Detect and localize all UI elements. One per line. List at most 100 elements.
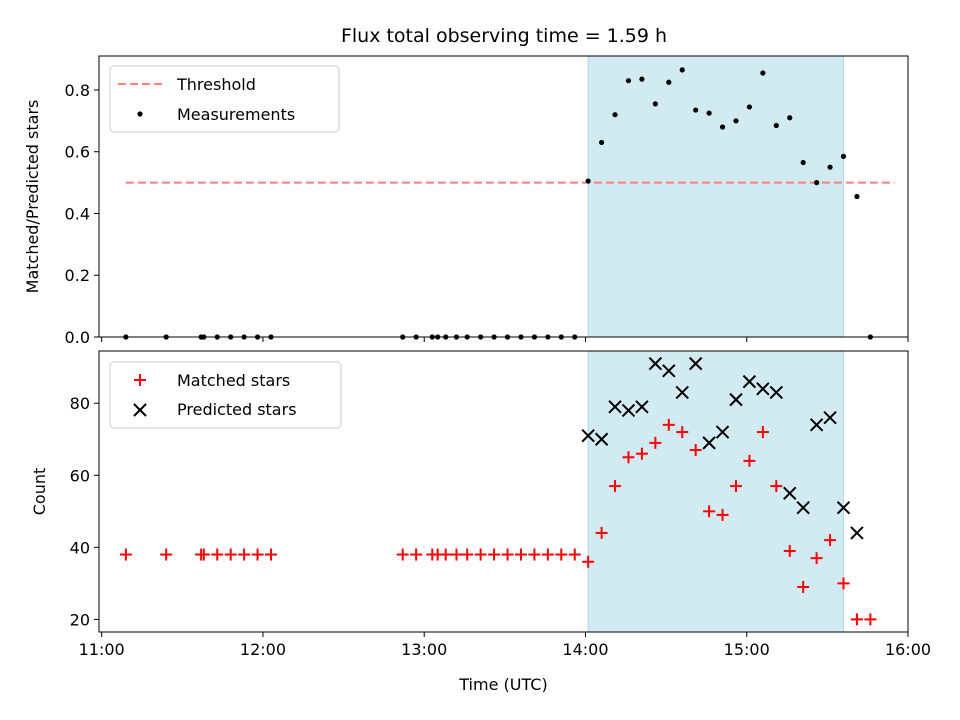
predicted-star-point: [594, 432, 609, 446]
predicted-star-point: [688, 356, 703, 371]
measurement-point: [787, 115, 793, 121]
matched-star-point: [396, 548, 409, 561]
y-tick-label: 60: [70, 466, 90, 485]
measurement-point: [814, 180, 820, 186]
matched-star-point: [716, 508, 729, 521]
y-tick-label: 40: [70, 538, 90, 557]
measurement-point: [585, 178, 591, 184]
measurements-legend-swatch: [137, 111, 143, 117]
observing-window-shade: [587, 350, 844, 633]
matched-star-point: [439, 548, 452, 561]
ratio-legend-box: [109, 65, 340, 133]
predicted-star-point: [675, 385, 689, 400]
matched-star-point: [514, 548, 527, 561]
matched-legend-swatch: [134, 374, 146, 386]
measurement-point: [719, 124, 726, 130]
matched-star-point: [609, 480, 622, 493]
predicted-star-point: [756, 382, 770, 396]
matched-star-point: [541, 548, 554, 561]
predicted-legend-swatch: [133, 403, 147, 417]
predicted-star-point: [850, 526, 864, 540]
matched-star-point: [770, 480, 783, 493]
count-legend: Matched stars Predicted stars: [109, 361, 342, 429]
count-axis-ticks: 11:00 12:00 13:00 14:00 15:00 16:00 20 40 60 80: [70, 394, 931, 659]
x-axis-label: Time (UTC): [458, 675, 547, 694]
predicted-star-point: [783, 486, 797, 501]
matched-star-point: [251, 548, 264, 561]
matched-star-point: [568, 548, 581, 561]
predicted-star-point: [581, 428, 595, 443]
threshold-legend-label: Threshold: [176, 75, 256, 94]
matched-star-point: [450, 548, 463, 561]
count-points-layer: [119, 356, 877, 626]
x-tick-label: 13:00: [401, 640, 447, 659]
ratio-y-axis-label: Matched/Predicted stars: [23, 100, 42, 294]
predicted-star-point: [662, 364, 676, 378]
matched-star-point: [160, 548, 173, 561]
measurement-point: [854, 193, 860, 200]
y-tick-label: 80: [70, 394, 90, 413]
matched-star-point: [837, 577, 850, 590]
matched-star-point: [197, 548, 210, 561]
measurement-point: [773, 122, 779, 129]
measurements-legend-label: Measurements: [177, 105, 295, 124]
measurement-point: [599, 139, 605, 146]
matched-star-point: [555, 548, 568, 561]
matched-star-point: [810, 552, 823, 565]
measurement-point: [733, 118, 739, 124]
matched-star-point: [238, 548, 251, 561]
matched-legend-label: Matched stars: [177, 371, 290, 390]
matched-star-point: [211, 548, 224, 561]
measurement-point: [800, 159, 806, 166]
measurement-point: [679, 67, 685, 73]
predicted-star-point: [769, 385, 784, 400]
predicted-star-point: [823, 410, 837, 425]
x-tick-label: 12:00: [240, 640, 286, 659]
measurement-point: [612, 112, 618, 118]
ratio-axis-ticks: 0.0 0.2 0.4 0.6 0.8: [65, 81, 909, 347]
count-legend-box: [109, 361, 342, 429]
y-tick-label: 0.0: [65, 328, 90, 347]
predicted-star-point: [621, 403, 636, 418]
matched-star-point: [622, 451, 635, 464]
ratio-legend: Threshold Measurements: [109, 65, 340, 133]
measurement-point: [706, 110, 712, 116]
y-tick-label: 0.4: [65, 204, 90, 223]
predicted-star-point: [809, 418, 824, 432]
x-tick-label: 14:00: [562, 640, 608, 659]
matched-star-point: [797, 580, 810, 593]
measurement-point: [827, 164, 833, 170]
measurement-point: [666, 79, 672, 85]
measurement-point: [639, 76, 645, 82]
y-tick-label: 0.6: [65, 143, 90, 162]
matched-star-point: [528, 548, 541, 561]
count-plot-frame: [98, 350, 909, 633]
predicted-star-point: [635, 400, 649, 414]
y-tick-label: 20: [70, 610, 90, 629]
count-panel: 11:00 12:00 13:00 14:00 15:00 16:00 20 40 60 80 C…: [30, 350, 931, 694]
x-tick-label: 16:00: [885, 640, 931, 659]
matched-star-point: [224, 548, 237, 561]
matched-star-point: [461, 548, 474, 561]
matched-star-point: [689, 444, 702, 457]
predicted-star-point: [648, 356, 663, 371]
matched-star-point: [864, 613, 877, 626]
matched-star-point: [635, 447, 648, 460]
predicted-star-point: [729, 392, 743, 407]
matched-star-point: [119, 548, 132, 561]
predicted-star-point: [702, 436, 716, 450]
matched-star-point: [756, 426, 769, 439]
matched-star-point: [703, 505, 716, 518]
measurement-point: [652, 101, 658, 107]
measurement-point: [840, 153, 847, 159]
matched-star-point: [410, 548, 423, 561]
x-tick-label: 15:00: [724, 640, 770, 659]
matched-star-point: [662, 418, 675, 431]
matched-star-point: [582, 555, 595, 568]
measurement-point: [746, 104, 753, 110]
measurement-point: [760, 70, 766, 76]
matched-star-point: [265, 548, 278, 561]
chart-title: Flux total observing time = 1.59 h: [341, 25, 667, 47]
count-y-axis-label: Count: [30, 468, 49, 516]
